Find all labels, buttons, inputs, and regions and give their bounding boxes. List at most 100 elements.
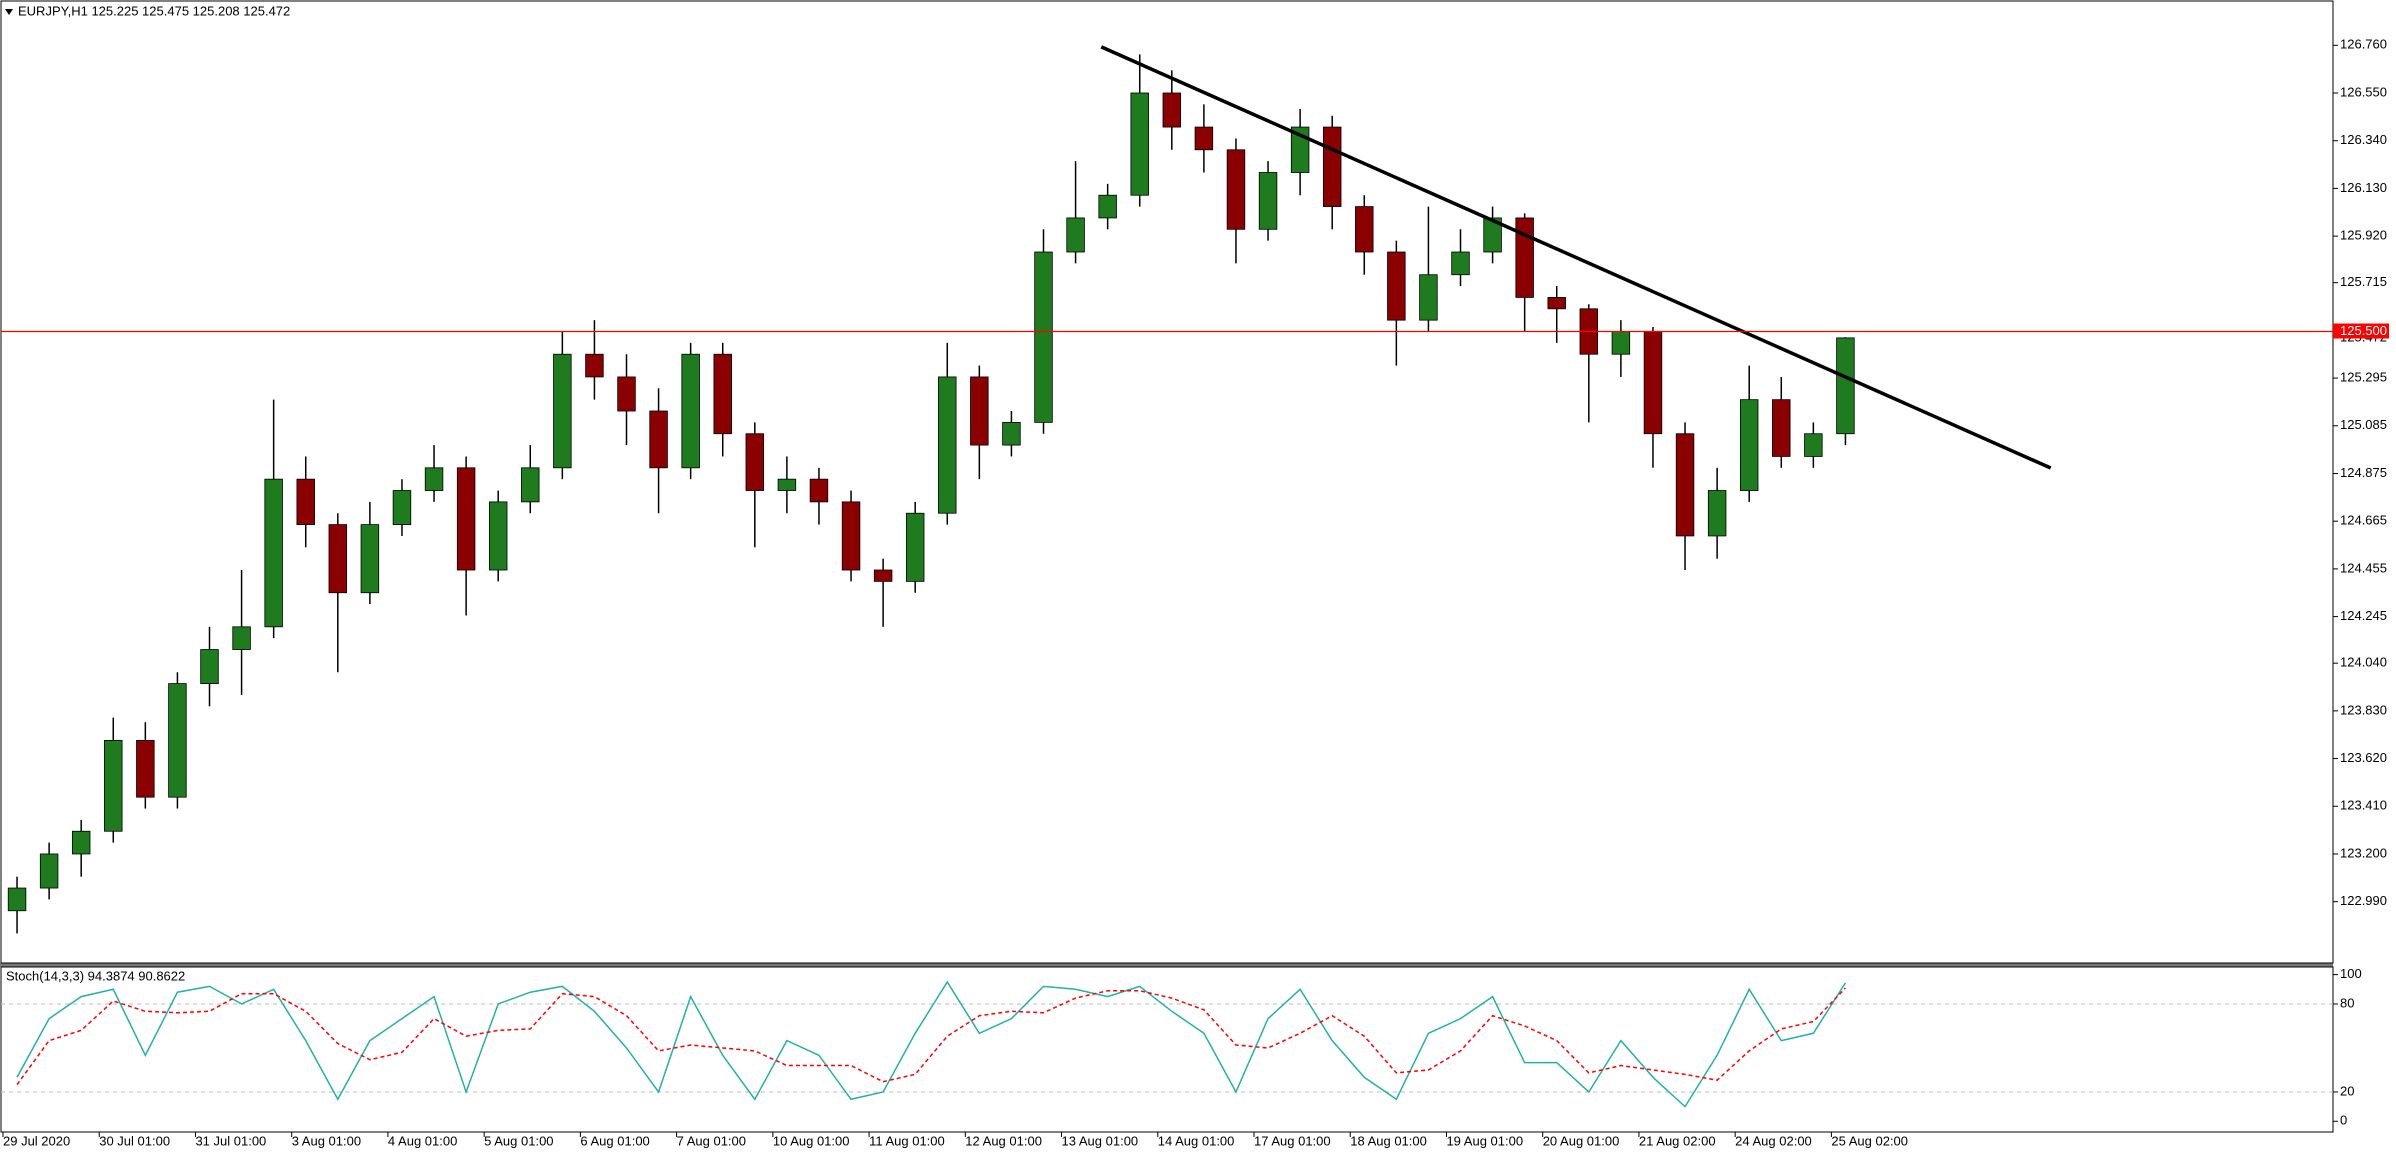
candle-body — [1387, 251, 1406, 321]
candle-body — [7, 887, 27, 912]
candle-body — [1034, 251, 1053, 423]
candle-body — [1002, 421, 1021, 446]
y-tick-label: 20 — [2340, 1083, 2354, 1098]
y-tick-label: 123.410 — [2340, 798, 2387, 813]
x-tick-label: 6 Aug 01:00 — [580, 1133, 649, 1148]
y-tick-label: 125.920 — [2340, 228, 2387, 243]
candle-body — [841, 501, 861, 571]
candle-body — [1419, 274, 1438, 321]
y-tick-label: 123.620 — [2340, 750, 2387, 765]
candle-body — [1258, 172, 1278, 230]
candle-body — [649, 410, 668, 469]
x-tick-label: 21 Aug 02:00 — [1639, 1133, 1716, 1148]
y-tick-label: 123.830 — [2340, 702, 2387, 717]
candle-body — [200, 649, 219, 684]
y-tick-label: 125.085 — [2340, 417, 2387, 432]
x-tick-label: 20 Aug 01:00 — [1543, 1133, 1620, 1148]
candle-body — [1130, 92, 1149, 196]
x-tick-label: 17 Aug 01:00 — [1254, 1133, 1331, 1148]
y-tick-label: 123.200 — [2340, 845, 2387, 860]
price-level-tag — [2333, 323, 2389, 339]
candle-body — [1162, 92, 1182, 128]
candle-body — [745, 433, 765, 491]
x-tick-label: 11 Aug 01:00 — [869, 1133, 945, 1148]
y-tick-label: 124.455 — [2340, 560, 2387, 575]
candle-body — [1515, 217, 1534, 298]
candle-body — [809, 478, 829, 503]
x-tick-label: 29 Jul 2020 — [3, 1133, 70, 1148]
candle-body — [232, 626, 251, 650]
candle-body — [168, 683, 187, 798]
candle-body — [1611, 331, 1631, 355]
x-tick-label: 24 Aug 02:00 — [1735, 1133, 1812, 1148]
y-tick-label: 125.715 — [2340, 274, 2387, 289]
candle-body — [585, 353, 604, 378]
y-tick-label: 126.760 — [2340, 37, 2387, 52]
candle-body — [521, 467, 540, 503]
candle-body — [1355, 206, 1374, 253]
symbol-menu-arrow[interactable] — [5, 9, 13, 15]
price-level-label: 125.500 — [2340, 323, 2387, 338]
candle-body — [456, 467, 476, 571]
candle-body — [392, 490, 412, 525]
x-tick-label: 14 Aug 01:00 — [1158, 1133, 1235, 1148]
x-tick-label: 5 Aug 01:00 — [484, 1133, 553, 1148]
candle-body — [1098, 194, 1117, 219]
x-tick-label: 13 Aug 01:00 — [1062, 1133, 1139, 1148]
candle-body — [1483, 217, 1502, 253]
y-tick-label: 124.040 — [2340, 655, 2387, 670]
candle-body — [296, 478, 315, 525]
x-tick-label: 3 Aug 01:00 — [292, 1133, 361, 1148]
x-tick-label: 25 Aug 02:00 — [1831, 1133, 1908, 1148]
y-tick-label: 126.130 — [2340, 180, 2387, 195]
candle-body — [1836, 337, 1855, 435]
y-tick-label: 124.245 — [2340, 608, 2387, 623]
candle-body — [424, 467, 444, 491]
candle-body — [777, 478, 797, 491]
candle-body — [553, 353, 572, 469]
x-tick-label: 10 Aug 01:00 — [773, 1133, 850, 1148]
candle-body — [488, 501, 508, 571]
y-tick-label: 100 — [2340, 966, 2362, 981]
x-tick-label: 30 Jul 01:00 — [99, 1133, 170, 1148]
x-tick-label: 7 Aug 01:00 — [677, 1133, 746, 1148]
stoch-frame — [0, 966, 2334, 1133]
y-tick-label: 126.550 — [2340, 84, 2387, 99]
candle-body — [1547, 297, 1566, 310]
y-tick-label: 124.665 — [2340, 513, 2387, 528]
candle-body — [328, 524, 348, 594]
candle-body — [905, 512, 925, 582]
main-frame — [0, 0, 2334, 964]
x-tick-label: 19 Aug 01:00 — [1446, 1133, 1523, 1148]
stoch-line — [16, 987, 1846, 1086]
y-tick-label: 122.990 — [2340, 893, 2387, 908]
candle-body — [1322, 126, 1342, 207]
candle-body — [1643, 331, 1663, 435]
candle-body — [681, 353, 700, 469]
candle-body — [1226, 149, 1246, 230]
y-tick-label: 126.340 — [2340, 132, 2387, 147]
candle-body — [1707, 490, 1727, 537]
candle-body — [1066, 217, 1085, 253]
candle-body — [71, 830, 91, 855]
candle-body — [873, 569, 893, 582]
x-tick-label: 12 Aug 01:00 — [965, 1133, 1042, 1148]
candle-body — [104, 739, 123, 832]
y-tick-label: 0 — [2340, 1113, 2347, 1128]
candle-body — [360, 524, 380, 594]
x-tick-label: 4 Aug 01:00 — [388, 1133, 457, 1148]
x-tick-label: 31 Jul 01:00 — [195, 1133, 266, 1148]
stoch-header: Stoch(14,3,3) 94.3874 90.8622 — [6, 968, 185, 983]
stoch-line — [16, 980, 1847, 1108]
candle-body — [264, 478, 283, 628]
candle-body — [136, 739, 155, 798]
candle-body — [713, 353, 732, 435]
candle-body — [970, 376, 989, 446]
candle-body — [1739, 399, 1759, 491]
chart-header: EURJPY,H1 125.225 125.475 125.208 125.47… — [18, 3, 290, 18]
candle-body — [1804, 433, 1823, 457]
candle-body — [1451, 251, 1470, 276]
candle-body — [617, 376, 636, 412]
y-tick-label: 80 — [2340, 995, 2354, 1010]
